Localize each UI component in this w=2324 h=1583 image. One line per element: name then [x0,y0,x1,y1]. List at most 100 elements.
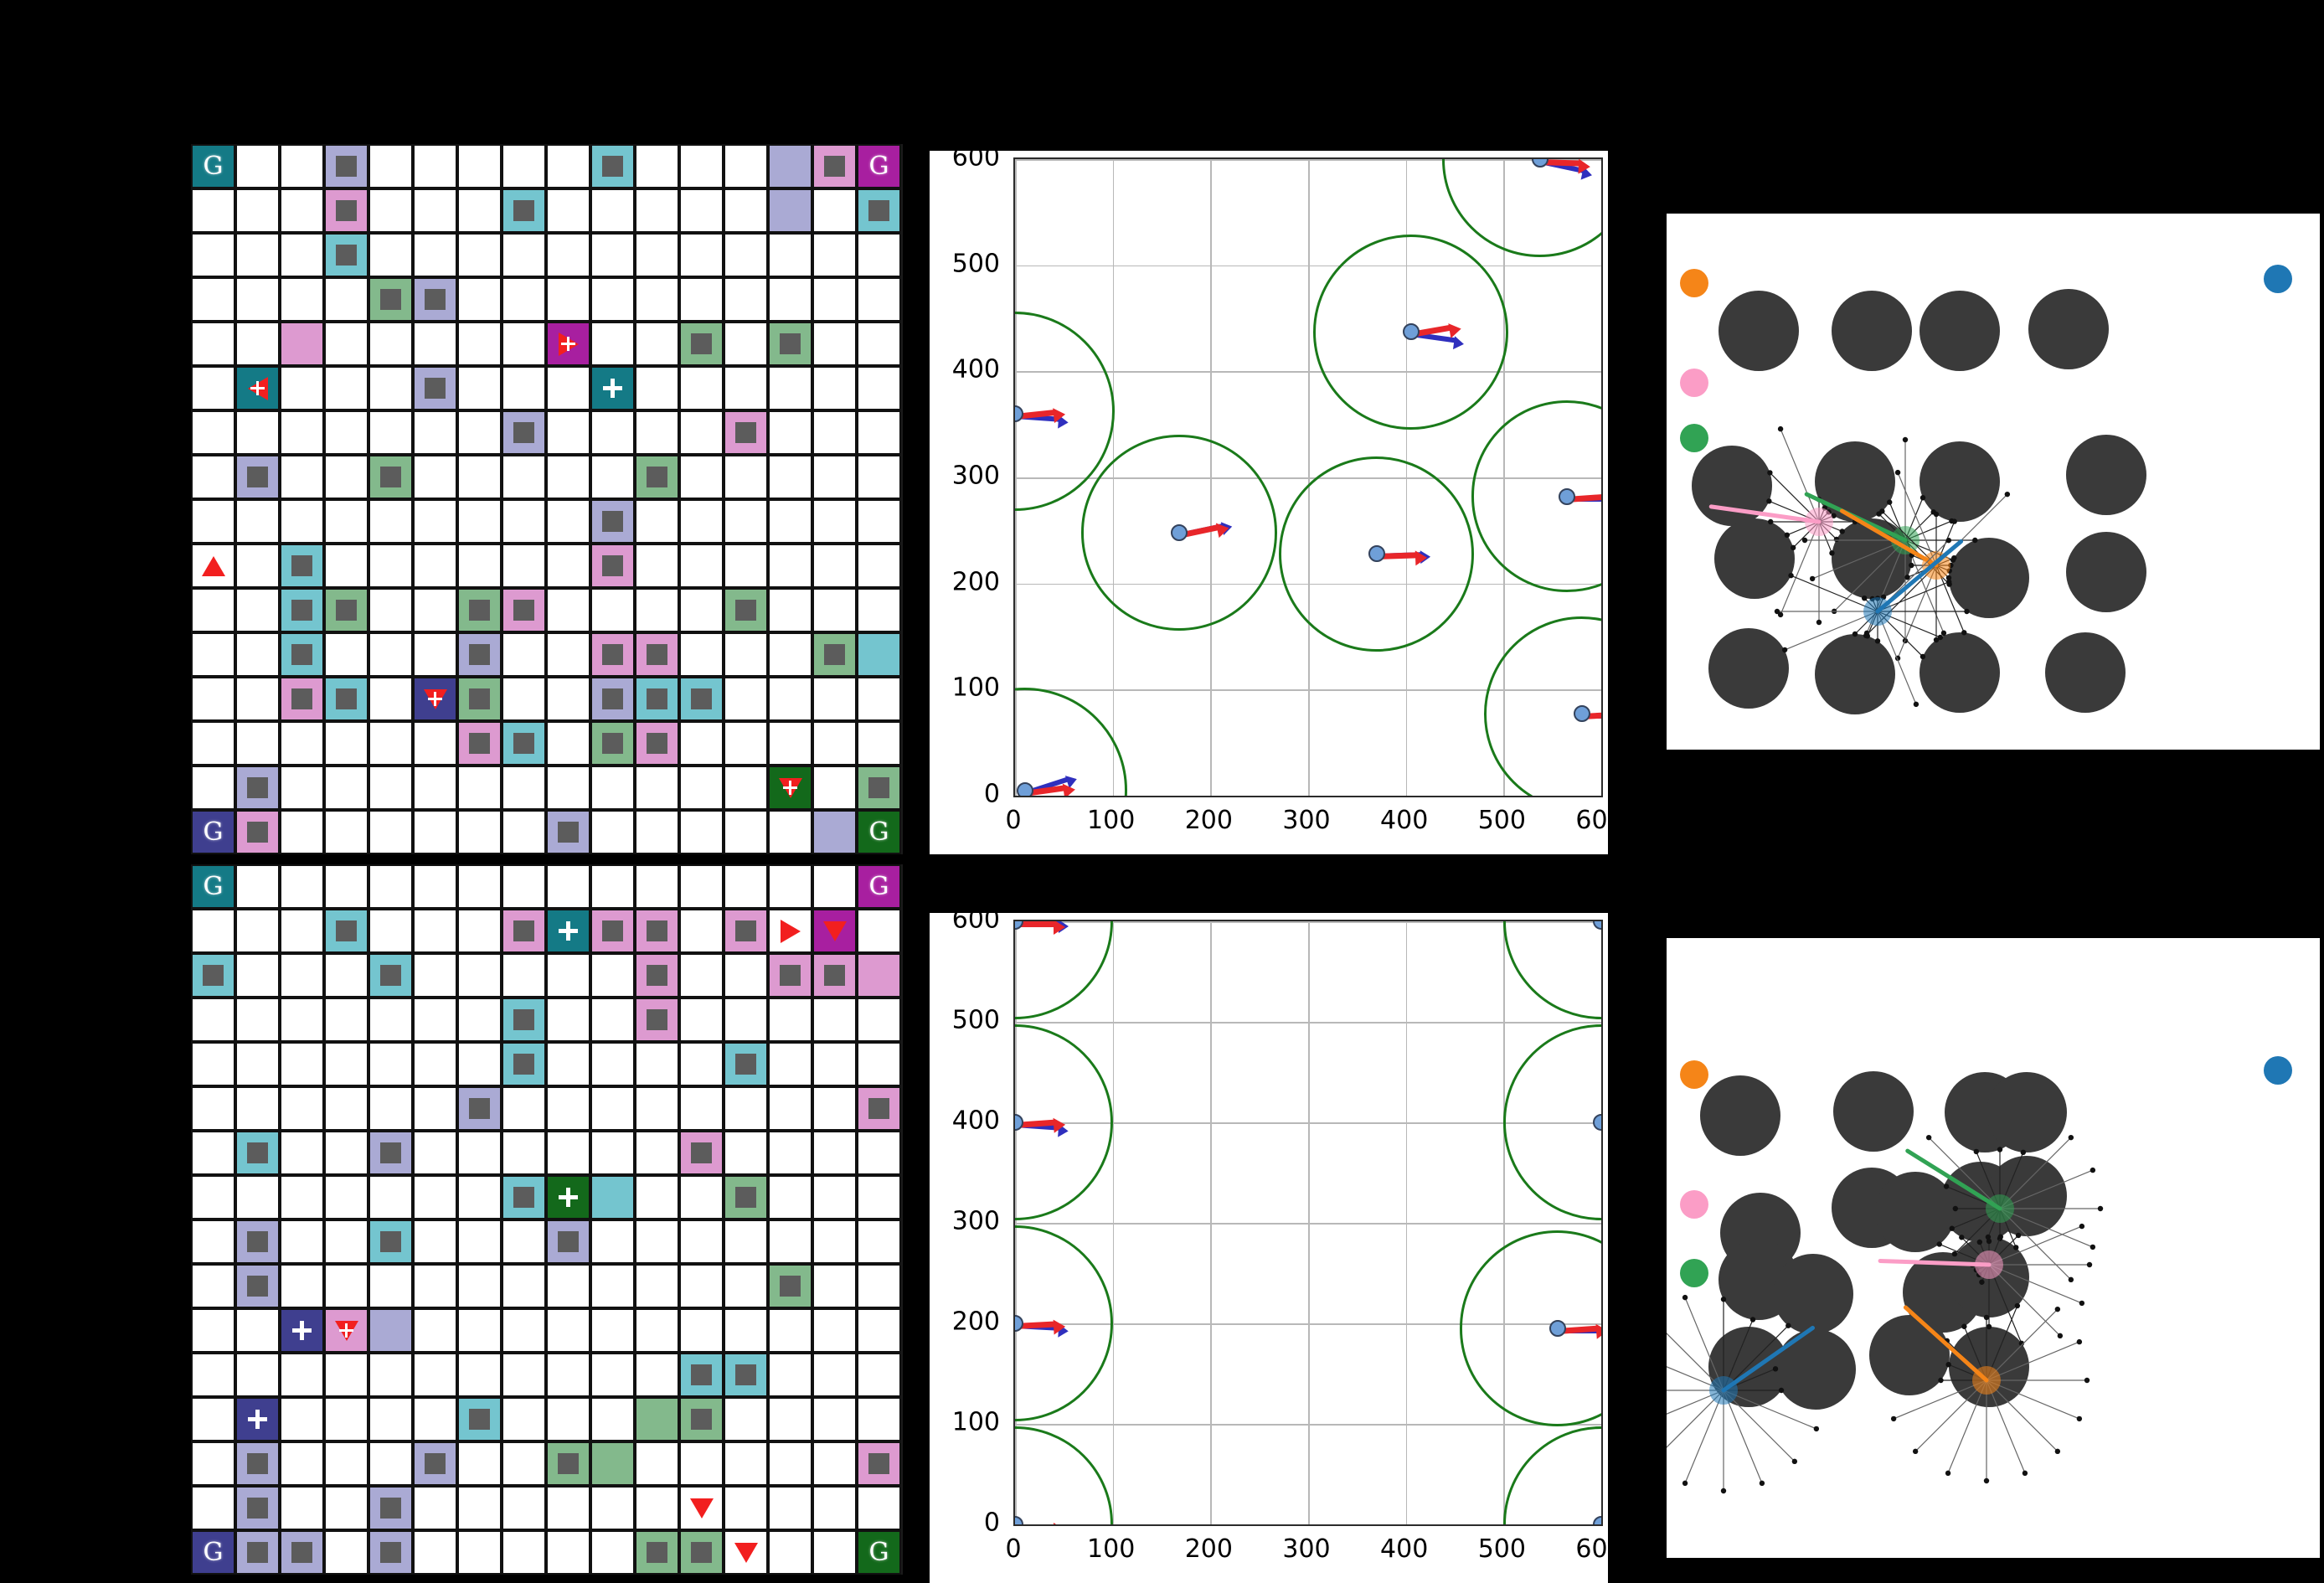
goal-cell[interactable]: G [191,810,235,854]
grid-cell[interactable] [812,1486,857,1530]
grid-cell[interactable] [457,766,502,810]
grid-cell[interactable] [546,277,590,322]
grid-cell[interactable] [724,1086,768,1131]
obstacle-cell[interactable] [280,677,324,721]
grid-cell[interactable] [546,366,590,410]
grid-cell[interactable] [590,864,635,909]
grid-cell[interactable] [724,766,768,810]
grid-cell[interactable] [679,632,724,677]
grid-cell[interactable] [368,144,413,188]
grid-cell[interactable] [191,1042,235,1086]
grid-cell[interactable] [502,810,546,854]
grid-cell[interactable] [679,1441,724,1486]
grid-cell[interactable] [413,1486,457,1530]
grid-cell[interactable] [679,953,724,998]
robot-body[interactable] [1863,597,1892,626]
grid-cell[interactable] [635,864,679,909]
grid-cell[interactable] [857,1397,901,1441]
obstacle-cell[interactable] [280,632,324,677]
lidar-robot[interactable] [1878,1223,2093,1347]
grid-cell[interactable] [280,721,324,766]
obstacle-cell[interactable] [235,1131,280,1175]
sensing-halo-cell[interactable] [635,1397,679,1441]
grid-cell[interactable] [457,1131,502,1175]
grid-cell[interactable] [546,953,590,998]
grid-cell[interactable] [546,632,590,677]
obstacle-cell[interactable] [768,953,812,998]
agent-cell[interactable] [679,1486,724,1530]
grid-cell[interactable] [191,632,235,677]
grid-cell[interactable] [324,766,368,810]
grid-cell[interactable] [724,144,768,188]
grid-cell[interactable] [235,721,280,766]
obstacle-cell[interactable] [368,1219,413,1264]
grid-cell[interactable] [590,188,635,233]
grid-cell[interactable] [812,1353,857,1397]
robot-legend-dot-blue-robot[interactable] [2264,265,2292,293]
grid-cell[interactable] [324,1042,368,1086]
grid-cell[interactable] [457,909,502,953]
grid-cell[interactable] [812,1131,857,1175]
grid-cell[interactable] [635,366,679,410]
grid-cell[interactable] [235,1308,280,1353]
grid-cell[interactable] [679,544,724,588]
grid-cell[interactable] [324,1353,368,1397]
grid-cell[interactable] [235,277,280,322]
obstacle-cell[interactable] [635,677,679,721]
obstacle-cell[interactable] [502,909,546,953]
grid-cell[interactable] [457,144,502,188]
grid-cell[interactable] [457,188,502,233]
grid-cell[interactable] [502,366,546,410]
grid-cell[interactable] [724,810,768,854]
grid-cell[interactable] [324,1086,368,1131]
grid-cell[interactable] [502,1308,546,1353]
obstacle-cell[interactable] [413,277,457,322]
grid-cell[interactable] [724,953,768,998]
grid-cell[interactable] [368,233,413,277]
obstacle-cell[interactable] [280,544,324,588]
grid-cell[interactable] [812,721,857,766]
grid-cell[interactable] [635,766,679,810]
grid-cell[interactable] [679,1308,724,1353]
robot-legend-dot-blue-robot[interactable] [2264,1056,2292,1085]
grid-cell[interactable] [280,864,324,909]
grid-cell[interactable] [590,455,635,499]
grid-cell[interactable] [679,188,724,233]
grid-cell[interactable] [590,1131,635,1175]
grid-cell[interactable] [768,233,812,277]
lidar-robot[interactable] [1890,1302,2090,1484]
grid-cell[interactable] [679,909,724,953]
grid-cell[interactable] [191,1086,235,1131]
grid-cell[interactable] [324,632,368,677]
grid-cell[interactable] [590,1486,635,1530]
grid-cell[interactable] [857,998,901,1042]
grid-cell[interactable] [368,998,413,1042]
agent-cell[interactable] [546,1175,590,1219]
obstacle-cell[interactable] [679,1530,724,1575]
grid-cell[interactable] [679,455,724,499]
grid-cell[interactable] [413,1264,457,1308]
grid-cell[interactable] [235,1086,280,1131]
grid-cell[interactable] [546,410,590,455]
grid-cell[interactable] [768,277,812,322]
grid-cell[interactable] [857,1219,901,1264]
grid-cell[interactable] [679,499,724,544]
grid-cell[interactable] [857,366,901,410]
grid-cell[interactable] [502,1397,546,1441]
grid-cell[interactable] [368,1441,413,1486]
grid-cell[interactable] [235,188,280,233]
grid-cell[interactable] [590,410,635,455]
obstacle-cell[interactable] [324,233,368,277]
grid-cell[interactable] [546,1086,590,1131]
continuous-plot-panel-top[interactable]: 0 100 200 300 400 500 600 0 100 200 300 400 500 600 [930,143,1624,854]
obstacle-cell[interactable] [502,588,546,632]
grid-cell[interactable] [635,233,679,277]
obstacle-cell[interactable] [502,998,546,1042]
grid-cell[interactable] [457,1175,502,1219]
grid-cell[interactable] [679,864,724,909]
obstacle-cell[interactable] [457,1397,502,1441]
grid-cell[interactable] [724,864,768,909]
grid-cell[interactable] [502,1353,546,1397]
grid-cell[interactable] [191,277,235,322]
agent-cell[interactable] [812,909,857,953]
